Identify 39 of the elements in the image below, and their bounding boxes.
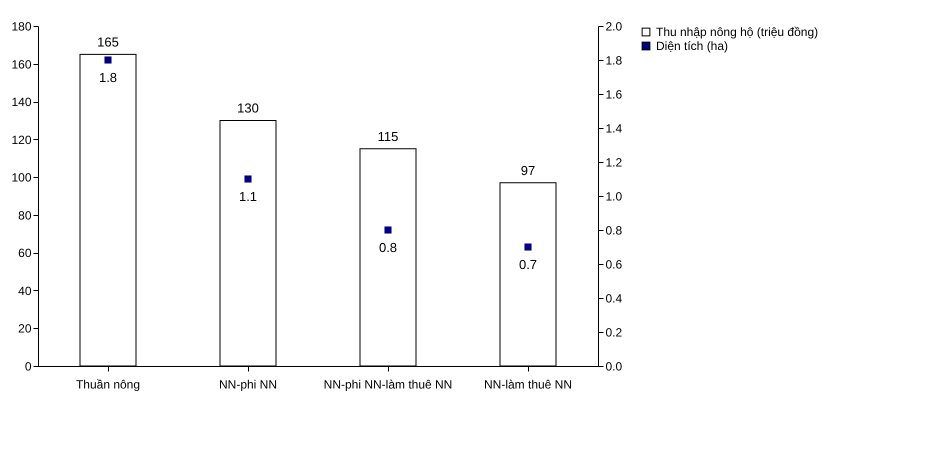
y-tick-label: 80 bbox=[18, 208, 32, 222]
y-tick-label: 180 bbox=[11, 20, 32, 34]
point bbox=[384, 226, 392, 234]
y-tick-label: 160 bbox=[11, 57, 32, 72]
y2-tick-label: 0.2 bbox=[606, 326, 623, 340]
x-tick-label: NN-phi NN bbox=[218, 378, 278, 392]
y2-tick-label: 0.0 bbox=[606, 360, 623, 374]
legend-label: Diện tích (ha) bbox=[656, 39, 728, 53]
y-tick-label: 0 bbox=[24, 360, 32, 374]
y2-tick-label: 2.0 bbox=[606, 20, 623, 34]
point bbox=[524, 243, 532, 251]
x-tick-label: Thuần nông bbox=[76, 378, 140, 392]
y2-tick-label: 1.2 bbox=[606, 156, 623, 170]
data-label: 97 bbox=[520, 162, 536, 178]
y-tick-label: 60 bbox=[18, 246, 32, 260]
y-tick-label: 120 bbox=[11, 132, 32, 147]
data-label: 1.8 bbox=[98, 70, 118, 85]
data-label: 0.8 bbox=[378, 240, 398, 255]
data-label: 115 bbox=[378, 128, 398, 144]
data-label: 0.7 bbox=[518, 257, 538, 272]
x-tick-label: NN-phi NN-làm thuê NN bbox=[324, 378, 452, 392]
y2-tick-label: 0.4 bbox=[606, 292, 623, 306]
point bbox=[104, 56, 112, 64]
y2-tick-label: 0.6 bbox=[606, 258, 623, 272]
legend-label: Thu nhập nông hộ (triệu đồng) bbox=[656, 25, 818, 39]
y2-tick-label: 1.6 bbox=[606, 88, 623, 102]
y2-tick-label: 0.8 bbox=[606, 224, 623, 238]
point bbox=[244, 175, 252, 183]
y-tick-label: 100 bbox=[11, 170, 32, 185]
data-label: 1.1 bbox=[238, 189, 258, 204]
data-label: 165 bbox=[97, 34, 119, 50]
y-tick-label: 140 bbox=[11, 95, 32, 110]
x-tick-label: NN-làm thuê NN bbox=[484, 378, 572, 392]
y2-tick-label: 1.8 bbox=[606, 54, 623, 68]
y-tick-label: 20 bbox=[18, 322, 32, 336]
y2-tick-label: 1.0 bbox=[606, 190, 623, 204]
data-label: 130 bbox=[237, 100, 259, 116]
y2-tick-label: 1.4 bbox=[606, 122, 623, 136]
y-tick-label: 40 bbox=[18, 284, 32, 298]
